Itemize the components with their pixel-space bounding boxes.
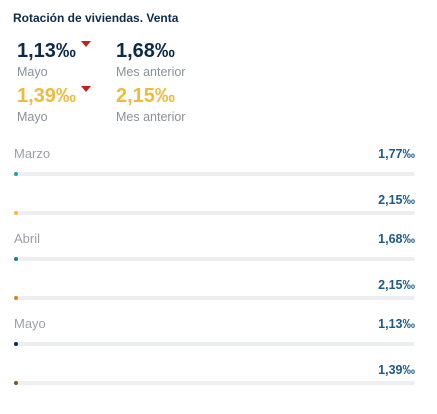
group-label: Abril: [14, 231, 41, 246]
kpi-primary-previous: 1,68‰ Mes anterior: [116, 39, 185, 79]
kpi-secondary-previous: 2,15‰ Mes anterior: [116, 84, 185, 124]
bar-fill: [14, 211, 18, 215]
bar-fill: [14, 257, 18, 261]
kpi-value: 1,39‰: [17, 85, 76, 107]
bar-value-label: 1,39‰: [378, 363, 415, 377]
bar-track: [14, 342, 415, 346]
kpi-value: 1,13‰: [17, 40, 76, 62]
kpi-label: Mayo: [17, 110, 48, 124]
kpi-secondary-current: 1,39‰ Mayo: [17, 84, 91, 124]
bar-value-label: 1,68‰: [378, 232, 415, 246]
page-title: Rotación de viviendas. Venta: [13, 11, 179, 25]
bar-value-label: 1,77‰: [378, 147, 415, 161]
bar-value-label: 2,15‰: [378, 193, 415, 207]
bar-track: [14, 296, 415, 300]
bar-value-label: 2,15‰: [378, 278, 415, 292]
bar-fill: [14, 296, 18, 300]
bar-fill: [14, 381, 18, 385]
bar-track: [14, 257, 415, 261]
kpi-label: Mes anterior: [116, 110, 186, 124]
bar-track: [14, 172, 415, 176]
bar-fill: [14, 172, 18, 176]
group-label: Mayo: [14, 316, 46, 331]
kpi-value: 1,68‰: [116, 40, 175, 62]
bar-track: [14, 381, 415, 385]
kpi-label: Mes anterior: [116, 65, 186, 79]
group-label: Marzo: [14, 146, 51, 161]
trend-down-icon: [80, 41, 91, 47]
bar-track: [14, 211, 415, 215]
kpi-value: 2,15‰: [116, 85, 175, 107]
kpi-primary-current: 1,13‰ Mayo: [17, 39, 91, 79]
bar-value-label: 1,13‰: [378, 317, 415, 331]
kpi-label: Mayo: [17, 65, 48, 79]
trend-down-icon: [80, 86, 91, 92]
bar-fill: [14, 342, 18, 346]
